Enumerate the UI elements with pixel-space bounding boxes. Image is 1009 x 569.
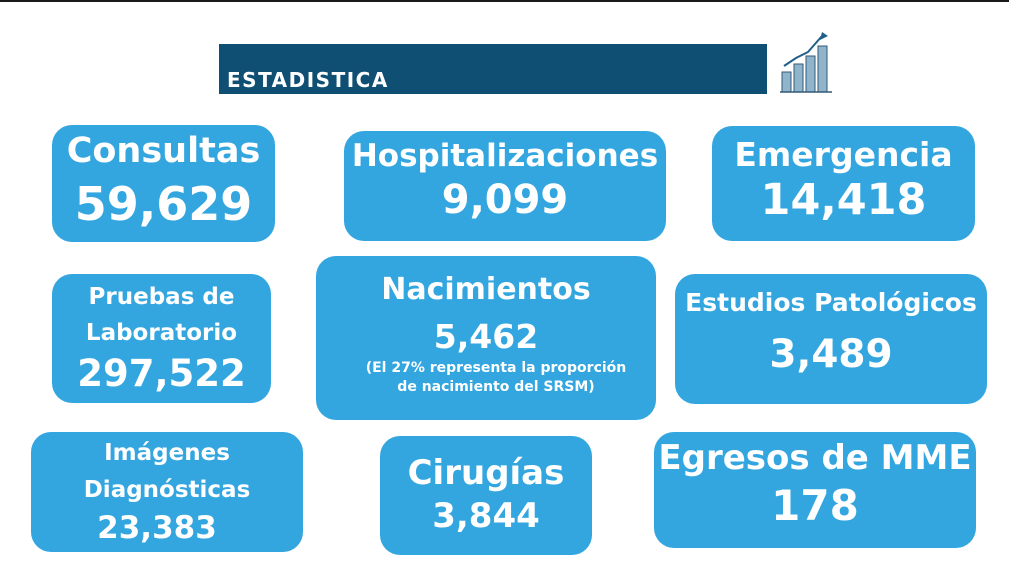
card-label-line2: Laboratorio [85, 320, 238, 346]
card-consultas: Consultas 59,629 [52, 125, 275, 242]
card-value: 14,418 [760, 175, 927, 225]
card-label: Egresos de MME [658, 438, 972, 478]
card-label: Hospitalizaciones [351, 138, 659, 174]
card-value: 59,629 [74, 177, 253, 231]
card-label: Nacimientos [381, 272, 591, 307]
header-bar: ESTADISTICA [219, 44, 767, 94]
card-egresos-mme: Egresos de MME 178 [654, 432, 976, 548]
card-label: Consultas [66, 131, 261, 171]
card-label: Cirugías [407, 453, 565, 493]
card-label-line1: Pruebas de [88, 284, 235, 310]
card-label-line2: Diagnósticas [83, 477, 251, 503]
card-label: Emergencia [734, 135, 953, 174]
page-title: ESTADISTICA [227, 68, 389, 92]
card-value: 9,099 [441, 177, 569, 223]
card-cirugias: Cirugías 3,844 [380, 436, 592, 555]
card-estudios-patologicos: Estudios Patológicos 3,489 [675, 274, 987, 404]
card-hospitalizaciones: Hospitalizaciones 9,099 [344, 131, 666, 241]
card-label: Estudios Patológicos [685, 288, 977, 317]
card-nacimientos: Nacimientos 5,462 (El 27% representa la … [316, 256, 656, 420]
bar-chart-growth-icon [780, 32, 832, 93]
card-value: 3,489 [769, 332, 893, 377]
card-value: 3,844 [432, 496, 540, 536]
card-imagenes-diagnosticas: Imágenes Diagnósticas 23,383 [31, 432, 303, 552]
card-emergencia: Emergencia 14,418 [712, 126, 975, 241]
card-value: 23,383 [97, 510, 217, 546]
card-value: 297,522 [77, 352, 246, 395]
card-note: (El 27% representa la proporción de naci… [365, 360, 627, 395]
top-divider [0, 0, 1009, 2]
card-label-line1: Imágenes [104, 440, 230, 466]
card-pruebas-laboratorio: Pruebas de Laboratorio 297,522 [52, 274, 271, 403]
card-value: 5,462 [433, 317, 539, 356]
card-value: 178 [771, 481, 859, 530]
